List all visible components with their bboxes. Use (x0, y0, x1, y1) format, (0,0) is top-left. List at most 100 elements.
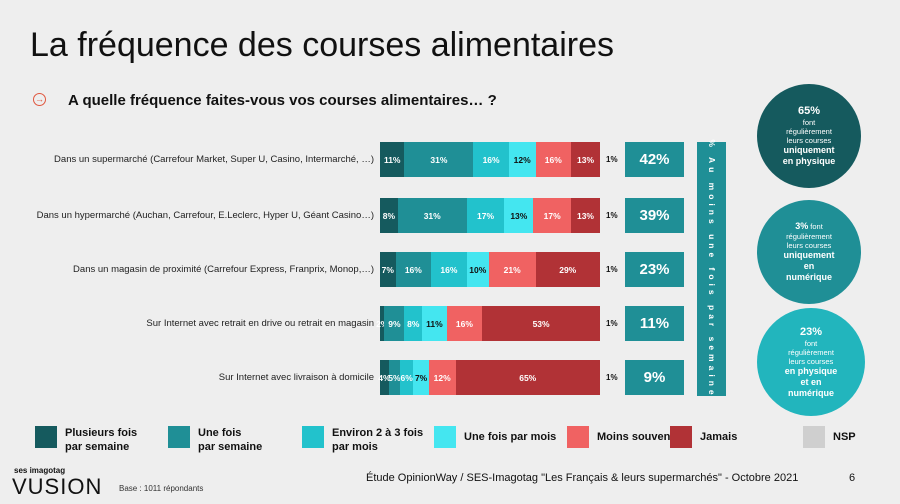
callout-emphasis: numérique (785, 272, 832, 282)
callout-value: 65% (797, 105, 821, 117)
bar-segment: 13% (571, 142, 600, 177)
page-title: La fréquence des courses alimentaires (30, 26, 614, 64)
legend-item: NSP (803, 426, 856, 448)
legend-item: Plusieurs fois par semaine (35, 426, 137, 454)
bar-segment: 9% (384, 306, 405, 341)
legend-swatch (168, 426, 190, 448)
legend-label: Plusieurs fois par semaine (65, 427, 138, 453)
callout-text: font (802, 118, 816, 127)
legend-label: NSP (833, 431, 856, 443)
weekly-summary-value: 23% (625, 252, 684, 287)
bar-segment: 4% (378, 360, 391, 395)
callout-emphasis: en physique (784, 365, 838, 376)
bar-segment: 31% (404, 142, 474, 177)
category-label: Sur Internet avec livraison à domicile (218, 372, 374, 383)
callout-text: font (804, 338, 818, 348)
bar-segment: 8% (404, 306, 423, 341)
callout-circle: 23% font régulièrement leurs courses en phys… (757, 308, 865, 416)
bar-segment: 10% (466, 252, 489, 287)
category-label: Sur Internet avec retrait en drive ou re… (146, 318, 374, 329)
nsp-value: 1% (606, 211, 618, 220)
bar-segment: 17% (533, 198, 572, 233)
bar-segment: 11% (422, 306, 447, 341)
legend-label: Une fois par semaine (198, 427, 263, 453)
legend-swatch (670, 426, 692, 448)
summary-label: % Au moins une fois par semaine (706, 139, 717, 399)
bar-segment: 31% (397, 198, 467, 233)
callout-value: 3% font (795, 221, 823, 231)
weekly-summary-value: 9% (625, 360, 684, 395)
bar-row: 4% 5% 6% 7% 12% 65% (378, 360, 600, 395)
callout-circle: 3% font régulièrement leurs courses uniquem… (757, 200, 861, 304)
page-number: 6 (849, 472, 856, 484)
nsp-value: 1% (606, 319, 618, 328)
legend-item: Jamais (670, 426, 737, 448)
bar-segment: 53% (482, 306, 600, 341)
bar-segment: 29% (535, 252, 600, 287)
legend-swatch (567, 426, 589, 448)
callout-emphasis: en physique (782, 156, 836, 166)
bar-row: 11% 31% 16% 12% 16% 13% (380, 142, 600, 177)
base-note: Base : 1011 répondants (119, 484, 204, 493)
category-label: Dans un supermarché (Carrefour Market, S… (54, 154, 374, 165)
legend-item: Environ 2 à 3 fois par mois (302, 426, 423, 454)
bar-segment: 12% (508, 142, 536, 177)
bar-segment: 13% (571, 198, 600, 233)
legend-label: Environ 2 à 3 fois par mois (332, 427, 424, 453)
callout-text: régulièrement (786, 232, 832, 241)
bar-segment: 2% (376, 306, 388, 341)
category-label: Dans un magasin de proximité (Carrefour … (73, 264, 374, 275)
category-label: Dans un hypermarché (Auchan, Carrefour, … (36, 210, 374, 221)
callout-circle: 65% font régulièrement leurs courses uniquem… (757, 84, 861, 188)
nsp-value: 1% (606, 373, 618, 382)
bar-segment: 16% (395, 252, 432, 287)
legend-swatch (35, 426, 57, 448)
summary-vertical-band: % Au moins une fois par semaine (697, 139, 726, 399)
callout-emphasis: numérique (787, 387, 834, 398)
bar-row: 2% 9% 8% 11% 16% 53% (376, 306, 600, 341)
legend-item: Moins souvent (567, 426, 674, 448)
callout-emphasis: et en (800, 376, 822, 387)
weekly-summary-value: 11% (625, 306, 684, 341)
legend-swatch (434, 426, 456, 448)
bar-segment: 8% (380, 198, 398, 233)
question-text: A quelle fréquence faites-vous vos cours… (68, 92, 497, 109)
bar-segment: 65% (455, 360, 600, 395)
callout-text: leurs courses (788, 356, 834, 366)
bar-segment: 16% (535, 142, 572, 177)
legend-item: Une fois par mois (434, 426, 556, 448)
callout-value: 23% (799, 325, 823, 338)
arrow-circle-icon: → (33, 93, 46, 106)
legend-item: Une fois par semaine (168, 426, 262, 454)
callout-emphasis: en (803, 261, 815, 271)
bar-row: 8% 31% 17% 13% 17% 13% (380, 198, 600, 233)
bar-segment: 7% (413, 360, 429, 395)
callout-text: régulièrement (788, 347, 834, 357)
callout-text: régulièrement (786, 127, 832, 136)
brand-subtitle: ses imagotag (14, 466, 66, 475)
source-note: Étude OpinionWay / SES-Imagotag "Les Fra… (366, 472, 799, 484)
legend-swatch (302, 426, 324, 448)
bar-segment: 13% (504, 198, 534, 233)
bar-segment: 21% (488, 252, 536, 287)
callout-text: leurs courses (786, 241, 832, 250)
legend-label: Jamais (700, 431, 738, 443)
bar-row: 7% 16% 16% 10% 21% 29% (380, 252, 600, 287)
nsp-value: 1% (606, 155, 618, 164)
callout-emphasis: uniquement (783, 145, 835, 155)
weekly-summary-value: 42% (625, 142, 684, 177)
bar-segment: 5% (388, 360, 401, 395)
bar-segment: 17% (466, 198, 505, 233)
bar-segment: 6% (399, 360, 414, 395)
callout-text: leurs courses (786, 136, 832, 145)
nsp-value: 1% (606, 265, 618, 274)
bar-segment: 12% (428, 360, 456, 395)
legend-label: Une fois par mois (464, 431, 557, 443)
bar-segment: 16% (473, 142, 509, 177)
bar-segment: 16% (431, 252, 467, 287)
legend-label: Moins souvent (597, 431, 675, 443)
callout-emphasis: uniquement (783, 250, 835, 260)
brand-logo: VUSION (12, 474, 103, 499)
bar-segment: 16% (446, 306, 483, 341)
weekly-summary-value: 39% (625, 198, 684, 233)
